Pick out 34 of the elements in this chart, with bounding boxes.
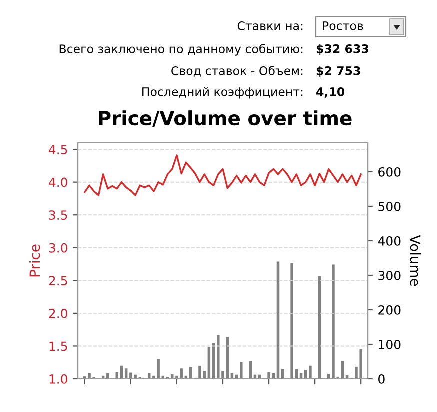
text: Свод ставок - Объем: [172,66,303,77]
y-tick-label: 4.0 [49,178,68,188]
bar [240,362,243,379]
bar [116,372,119,379]
y-tick-label: 3.5 [49,210,68,220]
text: Ростов [323,22,364,30]
text: Последний коэффициент: [142,87,303,99]
chart-title: Price/Volume over time [99,110,352,128]
y-tick-label: 1.5 [50,342,68,352]
y2-axis-title: Volume [410,235,422,286]
line-series [84,154,362,196]
bar [106,373,110,379]
y-tick-label: 3.0 [49,243,68,253]
y-axis-title: Price [29,244,40,277]
y-tick-label: 2.0 [49,308,68,318]
y2-tick-label: 600 [378,167,401,177]
y2-tick-label: 500 [378,202,401,212]
text: 4,10 [316,87,345,98]
y2-tick-label: 400 [378,236,401,246]
text: Ставки на: [238,21,303,30]
text: $32 633 [316,44,368,55]
y2-tick-label: 0 [378,374,385,384]
bar [309,366,312,379]
text: $2 753 [316,66,360,77]
bar [249,361,252,379]
bar [290,263,294,379]
y-tick-label: 1.0 [50,374,68,384]
y2-tick-label: 100 [379,340,401,350]
y2-tick-label: 300 [378,270,401,280]
text: Всего заключено по данному событию: [60,44,303,56]
y2-tick-label: 200 [378,305,401,315]
y-tick-label: 2.5 [49,276,68,286]
y-tick-label: 4.5 [49,145,68,154]
bar [268,372,270,379]
